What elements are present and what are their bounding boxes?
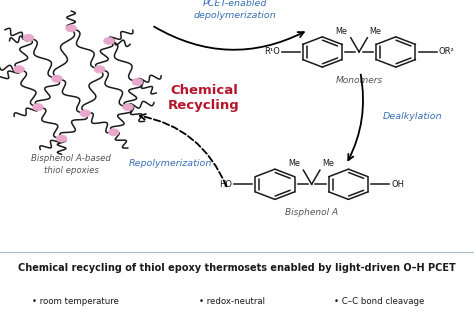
Circle shape (132, 78, 143, 86)
Text: OR²: OR² (438, 48, 454, 56)
Text: Dealkylation: Dealkylation (383, 112, 442, 121)
Circle shape (32, 103, 44, 111)
Text: Me: Me (369, 26, 381, 36)
Text: Repolymerization: Repolymerization (129, 159, 212, 168)
Text: Chemical
Recycling: Chemical Recycling (168, 84, 240, 112)
Text: Me: Me (288, 159, 300, 168)
Circle shape (108, 129, 119, 136)
Text: HO: HO (219, 180, 232, 189)
Circle shape (56, 135, 67, 142)
Circle shape (51, 75, 63, 82)
Text: Me: Me (322, 159, 334, 168)
Text: Bisphenol A-based
thiol epoxies: Bisphenol A-based thiol epoxies (31, 154, 111, 175)
Text: R¹O: R¹O (264, 48, 280, 56)
Text: • room temperature: • room temperature (32, 297, 119, 306)
Circle shape (65, 25, 77, 32)
Circle shape (14, 66, 25, 73)
Text: Bisphenol A: Bisphenol A (285, 208, 338, 217)
Text: • redox-neutral: • redox-neutral (199, 297, 265, 306)
Circle shape (80, 110, 91, 117)
Text: OH: OH (391, 180, 404, 189)
Circle shape (23, 34, 34, 42)
Text: Monomers: Monomers (336, 76, 383, 85)
Circle shape (94, 66, 105, 73)
Circle shape (104, 37, 115, 44)
Text: Me: Me (336, 26, 347, 36)
Text: PCET-enabled
depolymerization: PCET-enabled depolymerization (193, 0, 276, 20)
Text: Chemical recycling of thiol epoxy thermosets enabled by light-driven O–H PCET: Chemical recycling of thiol epoxy thermo… (18, 263, 456, 273)
Text: • C–C bond cleavage: • C–C bond cleavage (334, 297, 424, 306)
Circle shape (122, 103, 134, 111)
